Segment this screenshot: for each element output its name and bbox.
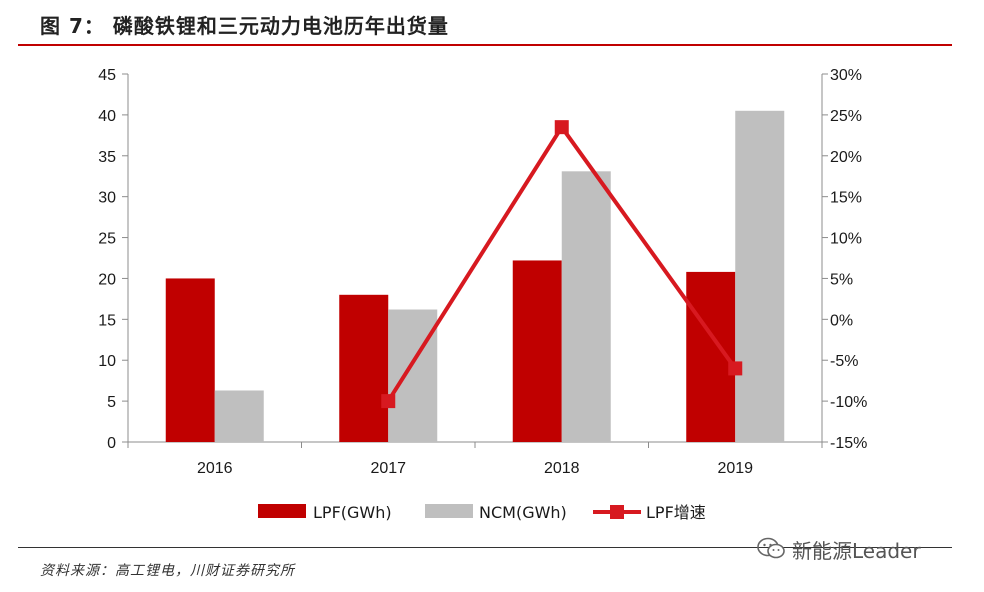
y-left-tick-label: 40 [98,108,116,125]
y-right-tick-label: 15% [830,190,862,207]
y-left-tick-label: 5 [107,394,116,411]
figure-title: 图 7： 磷酸铁锂和三元动力电池历年出货量 [40,14,449,38]
y-left-tick-label: 45 [98,67,116,84]
footer-rule [18,547,952,548]
y-right-tick-label: 25% [830,108,862,125]
source-note: 资料来源：高工锂电，川财证券研究所 [40,563,295,579]
ncm-bar [388,309,438,442]
lpf-bar [165,278,215,442]
watermark: 新能源Leader [756,534,921,564]
legend-swatch-ncm [425,504,473,518]
y-right-tick-label: 10% [830,231,862,248]
legend-label-ncm: NCM(GWh) [479,503,567,522]
chart-bars [165,110,785,443]
y-left-tick-label: 10 [98,353,116,370]
x-tick-label: 2019 [717,460,753,477]
y-right-tick-label: 30% [830,67,862,84]
x-tick-label: 2017 [370,460,406,477]
y-left-tick-label: 20 [98,271,116,288]
y-right-tick-label: 0% [830,312,853,329]
legend-label-lpf: LPF(GWh) [313,503,392,522]
wechat-icon [757,537,785,559]
y-right-tick-label: 5% [830,271,853,288]
chart-legend: LPF(GWh) NCM(GWh) LPF增速 [258,503,706,522]
legend-swatch-growth-marker [610,505,624,519]
y-right-tick-label: 20% [830,149,862,166]
y-right-tick-label: -15% [830,435,867,452]
chart-axes: 0 5 10 15 20 25 30 35 40 45 -15% -10% -5% 0% 5% 10% 15% 2… [98,67,867,477]
growth-line-group [381,120,743,409]
y-left-tick-label: 15 [98,312,116,329]
lpf-bar [339,294,389,442]
growth-marker [381,394,396,409]
lpf-bar [512,260,562,442]
x-tick-label: 2016 [197,460,233,477]
y-left-tick-label: 25 [98,231,116,248]
growth-marker [554,120,569,135]
y-left-tick-label: 30 [98,190,116,207]
y-right-tick-label: -10% [830,394,867,411]
ncm-bar [561,171,611,442]
figure-header: 图 7： 磷酸铁锂和三元动力电池历年出货量 [0,0,952,46]
legend-swatch-lpf [258,504,306,518]
y-left-tick-label: 0 [107,435,116,452]
ncm-bar [735,110,785,443]
x-tick-label: 2018 [544,460,580,477]
y-right-tick-label: -5% [830,353,858,370]
legend-label-growth: LPF增速 [646,503,706,522]
ncm-bar [214,390,264,442]
y-left-tick-label: 35 [98,149,116,166]
title-rule [18,44,952,46]
growth-marker [728,361,743,376]
watermark-text: 新能源Leader [792,538,921,563]
chart: 0 5 10 15 20 25 30 35 40 45 -15% -10% -5% 0% 5% 10% 15% 2… [98,67,867,522]
